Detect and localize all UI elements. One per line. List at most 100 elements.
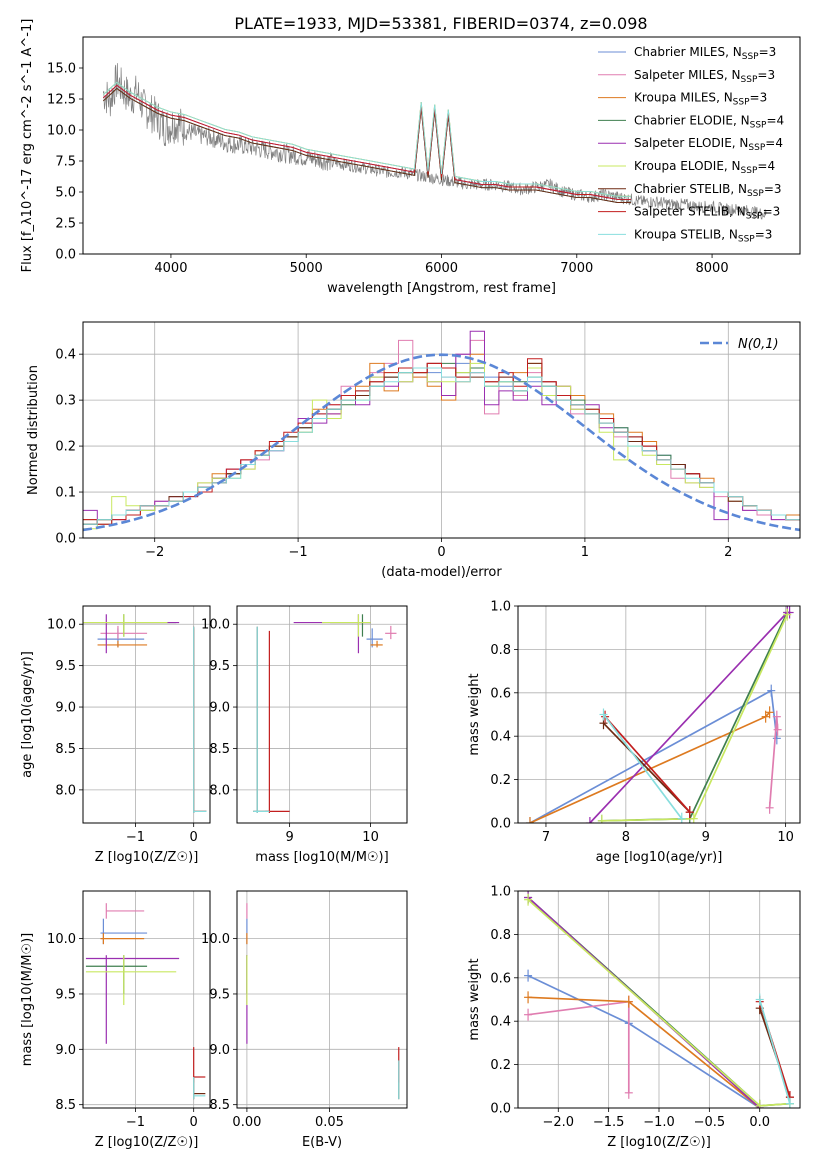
figure-title: PLATE=1933, MJD=53381, FIBERID=0374, z=0…: [234, 14, 647, 33]
residuals-xtick-label: −1: [289, 545, 308, 560]
mass-weight-line: [758, 999, 791, 1104]
massweight-vs-Z-ylabel: mass weight: [467, 958, 482, 1040]
mass-vs-ebv-axes: 0.00 0.05 8.5 9.0 9.5 10.0 E(B-V): [201, 891, 407, 1150]
spectrum-legend-label: Chabrier ELODIE, NSSP=4: [634, 113, 784, 130]
age-vs-Z-ytick-label: 8.5: [55, 742, 76, 757]
residuals-xtick-label: −2: [145, 545, 164, 560]
massweight-vs-age-ytick-label: 0.2: [490, 773, 511, 788]
spectrum-legend-label: Chabrier STELIB, NSSP=3: [634, 182, 782, 199]
mass-vs-Z-xlabel: Z [log10(Z/Z☉)]: [95, 1135, 199, 1150]
massweight-vs-Z-xtick-label: 0.0: [749, 1115, 770, 1130]
mass-weight-line: [602, 713, 683, 820]
mass-vs-ebv-ytick-label: 9.0: [209, 1043, 230, 1058]
age-vs-Z-ytick-label: 10.0: [47, 618, 76, 633]
spectrum-legend-label: Kroupa STELIB, NSSP=3: [634, 227, 772, 244]
spectrum-xtick-label: 5000: [290, 261, 323, 276]
massweight-vs-age-ytick-label: 0.8: [490, 643, 511, 658]
spectrum-legend: Chabrier MILES, NSSP=3 Salpeter MILES, NS…: [598, 45, 784, 244]
age-vs-mass-ytick-label: 8.5: [209, 742, 230, 757]
massweight-vs-Z-ytick-label: 0.8: [490, 928, 511, 943]
massweight-vs-Z-xtick-label: −0.5: [694, 1115, 726, 1130]
spectrum-xtick-label: 8000: [696, 261, 729, 276]
age-vs-Z-ytick-label: 9.0: [55, 701, 76, 716]
spectrum-legend-label: Kroupa MILES, NSSP=3: [634, 91, 767, 108]
age-vs-mass-ytick-label: 10.0: [201, 618, 230, 633]
spectrum-ylabel: Flux [f_λ10^-17 erg cm^-2 s^-1 A^-1]: [20, 19, 35, 273]
spectrum-ytick-label: 7.5: [55, 155, 76, 170]
age-vs-mass-plot-area: [253, 614, 397, 814]
massweight-vs-Z-ytick-label: 0.0: [490, 1102, 511, 1117]
age-vs-Z-frame: [82, 605, 211, 824]
age-vs-Z-axes: −1 0 8.0 8.5 9.0 9.5 10.0 Z [log10(Z/Z☉)] age [l…: [20, 606, 210, 865]
residuals-ytick-label: 0.0: [55, 532, 76, 547]
gaussian-legend-label: N(0,1): [738, 337, 779, 352]
massweight-vs-age-xlabel: age [log10(age/yr)]: [596, 850, 723, 865]
age-vs-mass-ytick-label: 8.0: [209, 783, 230, 798]
mass-vs-ebv-xtick-label: 0.00: [232, 1115, 261, 1130]
residuals-ylabel: Normed distribution: [26, 365, 41, 495]
massweight-vs-Z-frame: [517, 890, 801, 1109]
mass-vs-ebv-ytick-label: 10.0: [201, 932, 230, 947]
massweight-vs-Z-ytick-label: 0.4: [490, 1015, 511, 1030]
spectrum-ytick-label: 2.5: [55, 217, 76, 232]
spectrum-legend-label: Salpeter ELODIE, NSSP=4: [634, 136, 783, 153]
residuals-ytick-label: 0.3: [55, 394, 76, 409]
mass-vs-ebv-plot-area: [246, 903, 400, 1100]
mass-vs-ebv-xtick-label: 0.05: [315, 1115, 344, 1130]
massweight-vs-age-xtick-label: 10: [777, 830, 794, 845]
age-vs-Z-ytick-label: 8.0: [55, 783, 76, 798]
residuals-ytick-label: 0.2: [55, 440, 76, 455]
mass-vs-Z-ytick-label: 9.0: [55, 1043, 76, 1058]
mass-vs-Z-ytick-label: 10.0: [47, 932, 76, 947]
mass-vs-Z-xtick-label: 0: [190, 1115, 198, 1130]
age-vs-Z-ytick-label: 9.5: [55, 659, 76, 674]
spectrum-model-line: [102, 84, 631, 200]
spectrum-legend-label: Kroupa ELODIE, NSSP=4: [634, 159, 775, 176]
spectrum-ytick-label: 0.0: [55, 248, 76, 263]
age-vs-mass-xlabel: mass [log10(M/M☉)]: [255, 850, 388, 865]
mass-vs-Z-axes: −1 0 8.5 9.0 9.5 10.0 Z [log10(Z/Z☉)] mass [log…: [20, 891, 210, 1150]
gaussian-curve: [83, 353, 800, 532]
spectrum-frame: [82, 36, 801, 255]
age-vs-mass-ytick-label: 9.5: [209, 659, 230, 674]
age-vs-Z-xtick-label: −1: [126, 830, 145, 845]
age-vs-mass-xtick-label: 9: [285, 830, 293, 845]
massweight-vs-Z-ytick-label: 1.0: [490, 885, 511, 900]
residuals-xtick-label: 1: [581, 545, 589, 560]
residuals-xtick-label: 0: [437, 545, 445, 560]
age-vs-Z-plot-area: [83, 614, 207, 814]
massweight-vs-age-ylabel: mass weight: [467, 673, 482, 755]
mass-weight-line: [602, 722, 691, 813]
age-vs-Z-xtick-label: 0: [190, 830, 198, 845]
spectrum-xtick-label: 4000: [154, 261, 187, 276]
spectrum-ytick-label: 15.0: [47, 62, 76, 77]
age-vs-mass-frame: [236, 605, 408, 824]
massweight-vs-Z-ytick-label: 0.2: [490, 1058, 511, 1073]
spectrum-xtick-label: 6000: [425, 261, 458, 276]
mass-weight-line: [604, 716, 691, 813]
spectrum-data-line: [102, 63, 767, 220]
spectrum-axes: 4000 5000 6000 7000 8000 0.0 2.5 5.0 7.5 10.0 12.5…: [20, 19, 729, 296]
mass-vs-Z-ytick-label: 9.5: [55, 987, 76, 1002]
massweight-vs-Z-plot-area: [524, 891, 794, 1108]
massweight-vs-age-ytick-label: 0.0: [490, 817, 511, 832]
residuals-frame: [82, 321, 801, 539]
mass-vs-ebv-ytick-label: 8.5: [209, 1098, 230, 1113]
residuals-plot-area: [83, 330, 800, 532]
age-vs-Z-ylabel: age [log10(age/yr)]: [20, 651, 35, 778]
residuals-xtick-label: 2: [724, 545, 732, 560]
spectrum-ytick-label: 5.0: [55, 186, 76, 201]
massweight-vs-Z-xtick-label: −1.0: [643, 1115, 675, 1130]
spectrum-xtick-label: 7000: [560, 261, 593, 276]
massweight-vs-age-ytick-label: 1.0: [490, 600, 511, 615]
massweight-vs-Z-xtick-label: −1.5: [593, 1115, 625, 1130]
age-vs-Z-xlabel: Z [log10(Z/Z☉)]: [95, 850, 199, 865]
massweight-vs-age-frame: [517, 605, 801, 824]
mass-vs-Z-xtick-label: −1: [126, 1115, 145, 1130]
age-vs-mass-xtick-label: 10: [362, 830, 379, 845]
massweight-vs-age-ytick-label: 0.4: [490, 730, 511, 745]
residuals-ytick-label: 0.4: [55, 348, 76, 363]
panels-group: 4000 5000 6000 7000 80000.02.55.07.510.012.5…: [20, 19, 801, 1150]
